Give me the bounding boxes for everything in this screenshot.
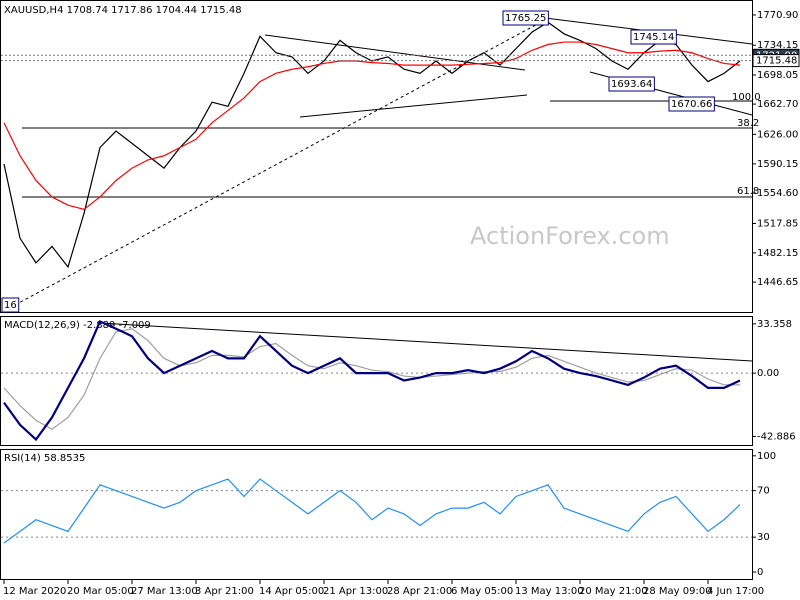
y-tick-label: 1517.85 [757, 218, 798, 229]
x-tick-label: 28 May 09:00 [643, 586, 712, 597]
series-line [3, 319, 741, 442]
trendline [299, 94, 528, 118]
y-tick-label: 0 [757, 567, 763, 578]
annotation-box [668, 96, 715, 112]
annotation: 100.0 [732, 92, 761, 103]
y-tick-label: 1482.15 [757, 248, 798, 259]
y-tick-label: -42.886 [757, 431, 796, 442]
watermark: ActionForex.com [470, 222, 670, 250]
y-tick-label: 0.00 [757, 368, 779, 379]
annotation-box [502, 10, 549, 26]
rsi-panel [0, 449, 753, 580]
annotation-label: 1670.66 [671, 99, 712, 110]
y-tick-label: 1770.90 [757, 10, 798, 21]
x-tick-label: 6 May 05:00 [451, 586, 513, 597]
annotation: 61.8 [737, 186, 759, 197]
x-tick-label: 4 Jun 17:00 [707, 586, 764, 597]
annotation-label: 38.2 [737, 118, 759, 129]
annotation: 1745.14 [630, 29, 677, 45]
price-marker-box [752, 54, 800, 68]
y-tick-label: 1554.60 [757, 188, 798, 199]
annotation-label: 1745.14 [633, 32, 674, 43]
y-tick-label: 1734.15 [757, 40, 798, 51]
y-tick-label: 1662.70 [757, 99, 798, 110]
series-line [3, 478, 741, 544]
y-tick-label: 1590.15 [757, 159, 798, 170]
y-tick-label: 70 [757, 486, 770, 497]
x-tick-label: 20 May 21:00 [579, 586, 648, 597]
x-tick-label: 27 Mar 13:00 [131, 586, 198, 597]
y-tick-label: 33.358 [757, 319, 792, 330]
x-tick-label: 14 Apr 05:00 [259, 586, 324, 597]
x-tick-label: 13 May 13:00 [515, 586, 584, 597]
annotation-label: 1765.25 [505, 13, 546, 24]
annotation-box [1, 297, 20, 313]
x-tick-label: 3 Apr 21:00 [195, 586, 254, 597]
panel-title: RSI(14) 58.8535 [4, 453, 85, 464]
annotation: 1765.25 [502, 10, 549, 26]
trendlines [14, 17, 753, 362]
annotation-box [608, 76, 655, 92]
chart-title: XAUUSD,H4 1708.74 1717.86 1704.44 1715.4… [4, 5, 242, 16]
macd-panel [0, 316, 753, 446]
y-tick-label: 1626.00 [757, 129, 798, 140]
annotation: 38.2 [737, 118, 759, 129]
annotation-label: 100.0 [732, 92, 761, 103]
y-tick-label: 100 [757, 451, 776, 462]
annotation: 1693.64 [608, 76, 655, 92]
series-line [3, 41, 741, 210]
annotation-label: 1693.64 [611, 79, 652, 90]
x-tick-label: 20 Mar 05:00 [67, 586, 134, 597]
series-line [3, 21, 741, 269]
annotation-label: 16 [4, 300, 17, 311]
price-panel [0, 0, 753, 313]
trendline [14, 19, 546, 306]
y-tick-label: 30 [757, 532, 770, 543]
x-tick-label: 28 Apr 21:00 [387, 586, 452, 597]
trendline [99, 322, 753, 362]
annotation: 16 [1, 297, 20, 313]
annotation-box [630, 29, 677, 45]
annotation-label: 61.8 [737, 186, 759, 197]
x-tick-label: 21 Apr 13:00 [323, 586, 388, 597]
series-line [3, 328, 740, 430]
price-marker-label: 1715.48 [756, 56, 797, 67]
x-tick-label: 12 Mar 2020 [3, 586, 66, 597]
y-tick-label: 1446.65 [757, 277, 798, 288]
annotation: 1670.66 [668, 96, 715, 112]
panel-title: MACD(12,26,9) -2.889 -7.009 [4, 320, 151, 331]
y-tick-label: 1698.05 [757, 70, 798, 81]
